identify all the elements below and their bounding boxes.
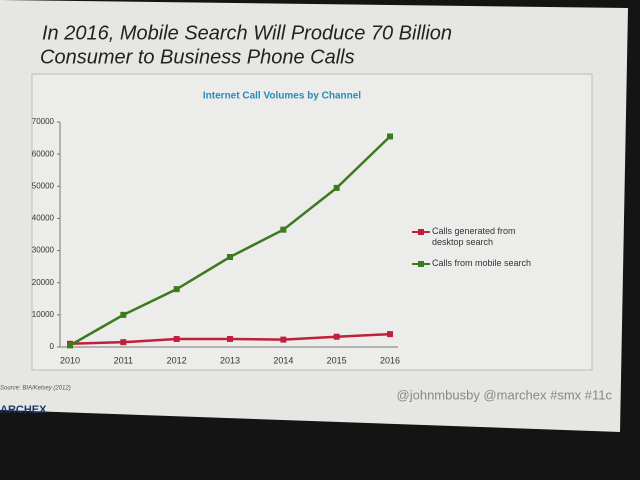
y-tick-label: 20000 <box>32 278 55 287</box>
point-marker <box>280 226 287 233</box>
point-marker <box>173 335 180 342</box>
chart-frame <box>31 73 593 371</box>
slide-title: In 2016, Mobile Search Will Produce 70 B… <box>42 22 452 44</box>
point-marker <box>280 336 287 343</box>
x-tick-label: 2012 <box>167 355 187 365</box>
x-tick-label: 2016 <box>380 355 400 365</box>
handle: @johnmbusby @marchex #smx #11c <box>397 387 613 402</box>
y-tick-label: 40000 <box>32 214 55 223</box>
y-tick-label: 50000 <box>32 181 55 190</box>
point-marker <box>173 286 180 293</box>
legend-entry: Calls generated from desktop search <box>432 226 516 247</box>
legend-marker <box>418 261 424 267</box>
x-tick-label: 2011 <box>114 355 133 365</box>
point-marker <box>227 254 233 260</box>
y-tick-label: 60000 <box>32 149 55 158</box>
legend-marker <box>418 229 424 235</box>
point-marker <box>120 311 127 318</box>
y-tick-label: 30000 <box>32 246 55 255</box>
point-marker <box>387 331 393 338</box>
x-tick-label: 2015 <box>327 355 347 365</box>
x-tick-label: 2013 <box>220 355 240 365</box>
source: Source: BIA/Kelsey (2012) <box>0 386 71 392</box>
point-marker <box>227 335 233 342</box>
logo: ARCHEX <box>0 404 47 416</box>
y-tick-label: 10000 <box>32 310 55 319</box>
legend-entry: Calls from mobile search <box>432 258 532 268</box>
x-tick-label: 2010 <box>60 355 80 365</box>
y-tick-label: 0 <box>50 342 55 351</box>
point-marker <box>120 339 127 346</box>
point-marker <box>333 184 340 191</box>
point-marker <box>333 333 340 340</box>
x-tick-label: 2014 <box>273 355 293 365</box>
y-tick-label: 70000 <box>32 117 55 126</box>
point-marker <box>67 342 73 349</box>
chart-title: Internet Call Volumes by Channel <box>203 91 361 102</box>
legend-label: Calls from mobile search <box>432 258 532 268</box>
point-marker <box>387 133 393 140</box>
legend-label: Calls generated from desktop search <box>432 226 516 247</box>
slide-title: Consumer to Business Phone Calls <box>40 46 355 68</box>
